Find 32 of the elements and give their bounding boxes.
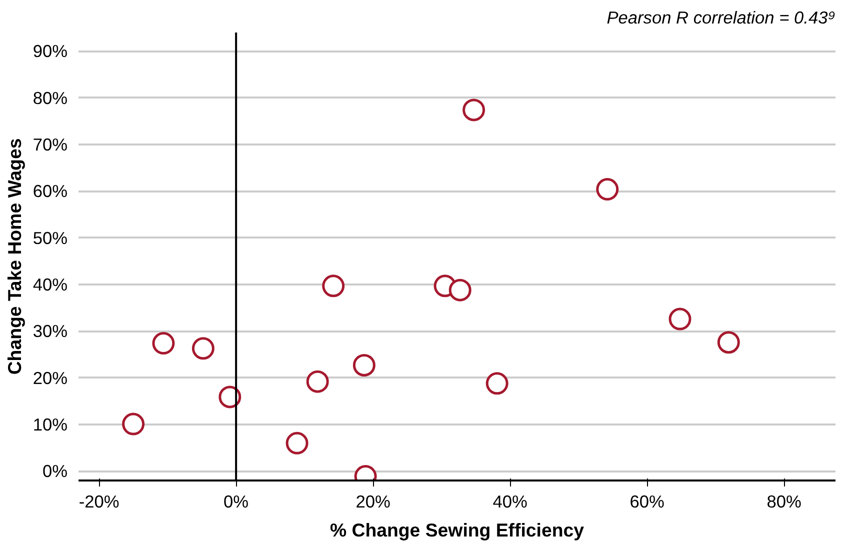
x-tick-label: 80% [766, 492, 802, 512]
y-tick-label: 60% [32, 181, 68, 202]
point [306, 370, 329, 393]
point [152, 332, 175, 355]
point [596, 178, 619, 201]
point [717, 331, 740, 354]
point [192, 337, 214, 360]
y-axis-title: Change Take Home Wages [4, 138, 25, 375]
point [668, 308, 692, 330]
y-tick-label: 0% [42, 461, 68, 482]
point [286, 432, 308, 454]
x-tick-label: 0% [224, 492, 249, 512]
y-tick-label: 20% [32, 368, 68, 388]
y-tick-label: 50% [32, 228, 68, 248]
point [122, 412, 145, 436]
point [322, 274, 345, 298]
x-axis-title: % Change Sewing Efficiency [330, 520, 585, 540]
point [486, 372, 508, 395]
y-tick-label: 30% [32, 321, 68, 342]
y-tick-label: 70% [32, 134, 68, 154]
y-tick-label: 90% [32, 41, 68, 62]
x-tick-label: 20% [356, 492, 390, 512]
y-tick-label: 80% [32, 88, 68, 108]
y-tick-label: 40% [32, 274, 68, 294]
x-tick-label: -20% [78, 492, 120, 512]
point [448, 278, 472, 302]
text: Pearson R correlation = 0.43⁹ [606, 8, 836, 28]
point [462, 98, 486, 122]
point [352, 354, 376, 376]
x-tick-label: 40% [492, 492, 528, 512]
y-tick-label: 10% [32, 414, 68, 434]
x-tick-label: 60% [630, 492, 664, 512]
